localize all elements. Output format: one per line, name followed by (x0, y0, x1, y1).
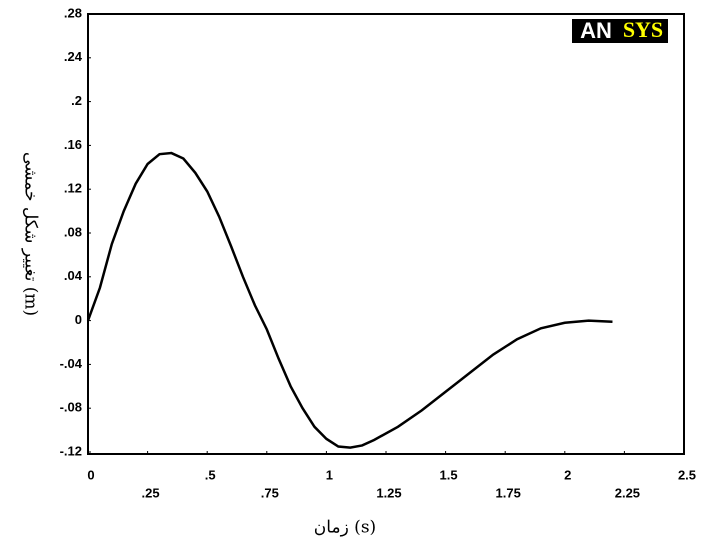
logo-sys: SYS (623, 17, 663, 42)
x-tick-label: 2.5 (678, 467, 696, 482)
x-tick-label: 1 (326, 467, 333, 482)
y-tick-label: .04 (64, 268, 83, 283)
logo-an: AN (580, 18, 612, 43)
y-axis-label: تغییر شکل خمشی (m) (21, 152, 41, 316)
y-tick-label: .24 (64, 49, 83, 64)
x-tick-label: 2 (564, 467, 571, 482)
x-tick-label: 1.75 (496, 485, 521, 500)
data-line (86, 151, 613, 449)
y-tick-label: .2 (71, 93, 82, 108)
logo-box (572, 19, 668, 43)
y-tick-label: -.12 (60, 443, 82, 458)
x-tick-label: 0 (87, 467, 94, 482)
x-tick-label: .75 (261, 485, 279, 500)
y-tick-label: .28 (64, 5, 82, 20)
y-tick-label: -.04 (60, 356, 83, 371)
x-axis-label: زمان (s) (314, 518, 376, 538)
x-tick-label: 1.5 (440, 467, 458, 482)
y-tick-label: .08 (64, 224, 82, 239)
x-tick-label: .25 (142, 485, 160, 500)
y-tick-label: .12 (64, 181, 82, 196)
x-tick-label: 1.25 (376, 485, 401, 500)
plot-frame (87, 13, 685, 455)
y-tick-label: -.08 (60, 400, 82, 415)
x-tick-label: 2.25 (615, 485, 640, 500)
y-tick-label: .16 (64, 137, 82, 152)
y-tick-label: 0 (75, 312, 82, 327)
x-tick-label: .5 (205, 467, 216, 482)
